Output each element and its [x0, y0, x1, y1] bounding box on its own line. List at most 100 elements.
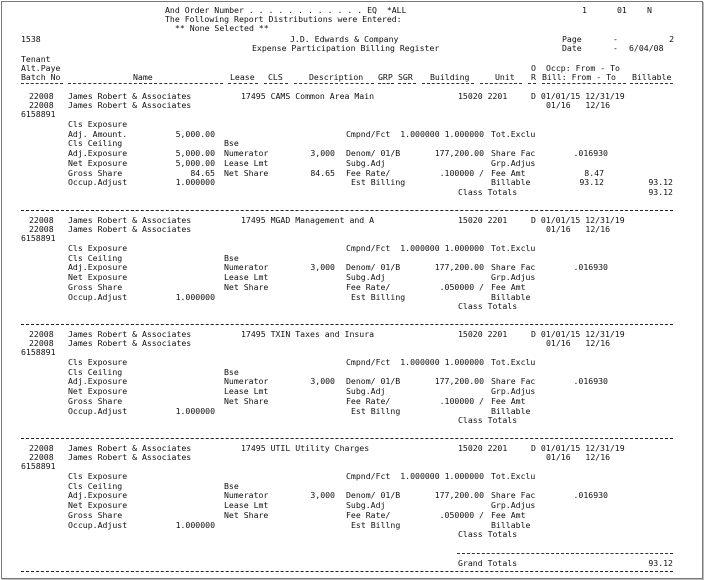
underline-description	[294, 83, 374, 84]
exposure-label: Occup.Adjust	[68, 291, 128, 302]
est-billing-label: Est Billng	[351, 405, 401, 416]
class-totals-label: Class Totals	[458, 529, 518, 540]
denom-value: 177,200.00	[434, 262, 484, 273]
section-separator	[21, 324, 673, 325]
batch-number: 6158891	[21, 233, 56, 243]
occupancy-range: D 01/01/15 12/31/19	[531, 443, 625, 453]
subg-adj-label: Subg.Adj	[346, 157, 386, 168]
exposure-label: Gross Share	[68, 281, 123, 292]
subg-adj-label: Subg.Adj	[346, 272, 386, 283]
col-description: Description	[309, 72, 364, 82]
fee-rate-value: .050000 /	[439, 509, 484, 520]
subg-adj-label: Subg.Adj	[346, 386, 386, 397]
exposure-label: Net Exposure	[68, 500, 128, 511]
grand-totals-label: Grand Totals	[458, 558, 518, 568]
bse-label: Bse	[224, 252, 239, 263]
col-batch-no: Batch No	[21, 72, 61, 82]
denom-label: Denom/ 01/B	[346, 376, 401, 387]
fee-amt-label: Fee Amt	[491, 281, 526, 292]
alt-payee-name: James Robert & Associates	[68, 100, 192, 110]
company-name: J.D. Edwards & Company	[290, 34, 399, 44]
billable-label: Billable	[491, 291, 531, 302]
col-alt-paye: Alt.Paye	[21, 63, 61, 73]
alt-payee-number: 22008	[29, 100, 54, 110]
tenant-number: 22008	[29, 443, 54, 453]
right-code-2: 01	[617, 5, 627, 15]
billable-label: Billable	[491, 405, 531, 416]
col-unit: Unit	[495, 72, 515, 82]
tenant-name: James Robert & Associates	[68, 91, 192, 101]
section-separator	[21, 438, 673, 439]
fee-rate-value: .100000 /	[439, 167, 484, 178]
underline-r	[528, 83, 536, 84]
date-label: Date	[562, 43, 582, 53]
batch-number: 6158891	[21, 461, 56, 471]
fee-amt-label: Fee Amt	[491, 395, 526, 406]
billable-value: 93.12	[579, 177, 604, 188]
denom-value: 177,200.00	[434, 490, 484, 501]
exposure-label: Cls Ceiling	[68, 138, 123, 149]
exposure-value: 5,000.00	[175, 128, 215, 139]
right-code-3: N	[647, 5, 652, 15]
alt-payee-number: 22008	[29, 224, 54, 234]
cmpnd-fct: Cmpnd/Fct 1.000000 1.000000	[346, 243, 485, 253]
grp-adjus-label: Grp.Adjus	[491, 157, 536, 168]
alt-payee-name: James Robert & Associates	[68, 338, 192, 348]
lease-lmt-label: Lease Lmt	[224, 500, 269, 511]
share-fac-value: .016930	[573, 376, 608, 387]
fee-rate-label: Fee Rate/	[346, 395, 391, 406]
col-occp: Occp: From - To	[546, 63, 620, 73]
exposure-label: Adj.Exposure	[68, 262, 128, 273]
class-totals-value: 93.12	[648, 186, 673, 197]
numerator-value: 3,000	[310, 376, 335, 387]
exposure-label: Net Exposure	[68, 386, 128, 397]
batch-number: 6158891	[21, 109, 56, 119]
underline-billable	[630, 83, 673, 84]
report-end-rule	[21, 571, 673, 572]
class-totals-label: Class Totals	[458, 186, 518, 197]
cmpnd-fct: Cmpnd/Fct 1.000000 1.000000	[346, 128, 485, 139]
date-value: 6/04/08	[629, 43, 664, 53]
col-grp: GRP	[378, 72, 393, 82]
share-fac-label: Share Fac	[491, 490, 536, 501]
exposure-value: 1.000000	[175, 177, 215, 188]
lease-class-description: 17495 MGAD Management and A	[241, 215, 375, 225]
exposure-label: Occup.Adjust	[68, 519, 128, 530]
billing-range: 01/16 12/16	[546, 100, 611, 110]
exposure-label: Gross Share	[68, 395, 123, 406]
distributions-line: The Following Report Distributions were …	[165, 14, 402, 24]
col-tenant: Tenant	[21, 54, 51, 64]
lease-class-description: 17495 TXIN Taxes and Insura	[241, 329, 375, 339]
alt-payee-name: James Robert & Associates	[68, 452, 192, 462]
grp-adjus-label: Grp.Adjus	[491, 500, 536, 511]
page-number: 2	[669, 34, 674, 44]
numerator-value: 3,000	[310, 262, 335, 273]
col-name: Name	[133, 72, 153, 82]
tenant-name: James Robert & Associates	[68, 215, 192, 225]
net-share-label: Net Share	[224, 395, 269, 406]
denom-value: 177,200.00	[434, 148, 484, 159]
numerator-label: Numerator	[224, 262, 269, 273]
lease-class-description: 17495 UTIL Utility Charges	[241, 443, 370, 453]
occupancy-range: D 01/01/15 12/31/19	[531, 215, 625, 225]
share-fac-value: .016930	[573, 148, 608, 159]
exposure-label: Adj.Exposure	[68, 490, 128, 501]
alt-payee-number: 22008	[29, 338, 54, 348]
fee-rate-label: Fee Rate/	[346, 281, 391, 292]
tot-exclu: Tot.Exclu	[491, 357, 536, 367]
col-bill: Bill: From - To	[542, 72, 616, 82]
exposure-label: Cls Exposure	[68, 119, 128, 129]
underline-building	[422, 83, 474, 84]
share-fac-label: Share Fac	[491, 262, 536, 273]
bse-label: Bse	[224, 366, 239, 377]
numerator-label: Numerator	[224, 490, 269, 501]
billable-label: Billable	[491, 519, 531, 530]
underline-cls	[264, 83, 288, 84]
col-lease: Lease	[230, 72, 255, 82]
exposure-value: 5,000.00	[175, 157, 215, 168]
exposure-label: Net Exposure	[68, 157, 128, 168]
section-separator	[21, 210, 673, 211]
billable-total: 93.12	[648, 177, 673, 188]
occupancy-range: D 01/01/15 12/31/19	[531, 329, 625, 339]
exposure-label: Cls Exposure	[68, 357, 128, 367]
